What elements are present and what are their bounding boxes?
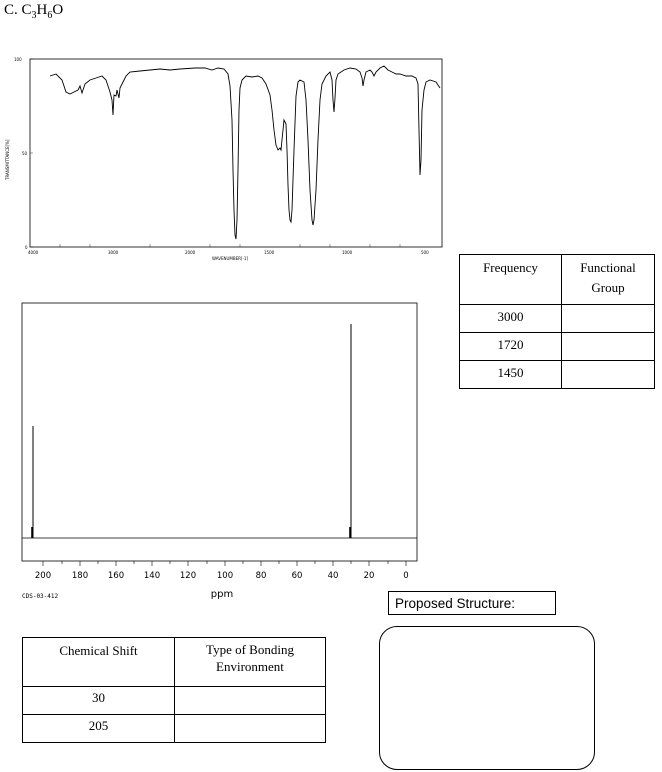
problem-title: C. C3H6O [4,2,64,21]
proposed-structure-label: Proposed Structure: [388,591,556,615]
proposed-structure-box[interactable] [379,626,595,770]
ir-ytick-100: 100 [14,57,22,62]
ir-xtick-4000: 4000 [28,250,39,255]
ir-row-group-input[interactable] [561,332,655,361]
ir-frame [29,58,443,248]
ir-y-label: TRANSMITTANCE[%] [5,139,10,181]
cnmr-xtick-60: 60 [292,571,303,581]
shift-header-bonding-environment: Type of Bonding Environment [174,637,326,687]
ir-header-functional-group: Functional Group [561,254,655,305]
cnmr-xtick-120: 120 [180,571,196,581]
ir-xtick-3000: 3000 [108,250,119,255]
ir-row-frequency: 1720 [459,332,562,361]
cnmr-frame [21,302,418,562]
cnmr-spectrum: 200 180 160 140 120 100 80 60 40 20 0 pp… [21,302,418,600]
ir-ytick-50: 50 [22,151,28,156]
ir-spectrum: TRANSMITTANCE[%] 100 50 0 4000 3000 2000… [5,57,443,261]
cnmr-xtick-80: 80 [256,571,267,581]
ir-x-label: WAVENUMBER[-1] [212,256,248,261]
ir-xtick-1500: 1500 [264,250,275,255]
ir-xtick-2000: 2000 [185,250,196,255]
ir-ytick-0: 0 [25,245,28,250]
cnmr-ticks [42,561,407,566]
chemical-shift-table: Chemical Shift Type of Bonding Environme… [22,637,326,743]
ir-table: Frequency Functional Group 3000 1720 145… [459,254,655,389]
cnmr-unit: ppm [211,589,233,600]
shift-row-value: 30 [22,686,175,715]
cnmr-xtick-200: 200 [35,571,51,581]
cnmr-xtick-0: 0 [403,571,408,581]
shift-row-env-input[interactable] [174,714,326,743]
cnmr-xtick-180: 180 [72,571,88,581]
cnmr-xtick-100: 100 [217,571,233,581]
shift-row-value: 205 [22,714,175,743]
ir-trace [49,65,441,240]
cnmr-xtick-40: 40 [328,571,339,581]
cnmr-xtick-20: 20 [364,571,375,581]
ir-row-group-input[interactable] [561,304,655,333]
cnmr-xtick-140: 140 [144,571,160,581]
cnmr-xtick-160: 160 [108,571,124,581]
ir-row-frequency: 3000 [459,304,562,333]
ir-xtick-500: 500 [421,250,429,255]
spectrum-code: CDS-03-412 [22,593,59,600]
ir-xtick-1000: 1000 [342,250,353,255]
ir-grid-ticks [30,58,401,248]
shift-row-env-input[interactable] [174,686,326,715]
shift-header-chemical-shift: Chemical Shift [22,637,175,687]
ir-row-frequency: 1450 [459,360,562,389]
ir-row-group-input[interactable] [561,360,655,389]
ir-header-frequency: Frequency [459,254,562,305]
